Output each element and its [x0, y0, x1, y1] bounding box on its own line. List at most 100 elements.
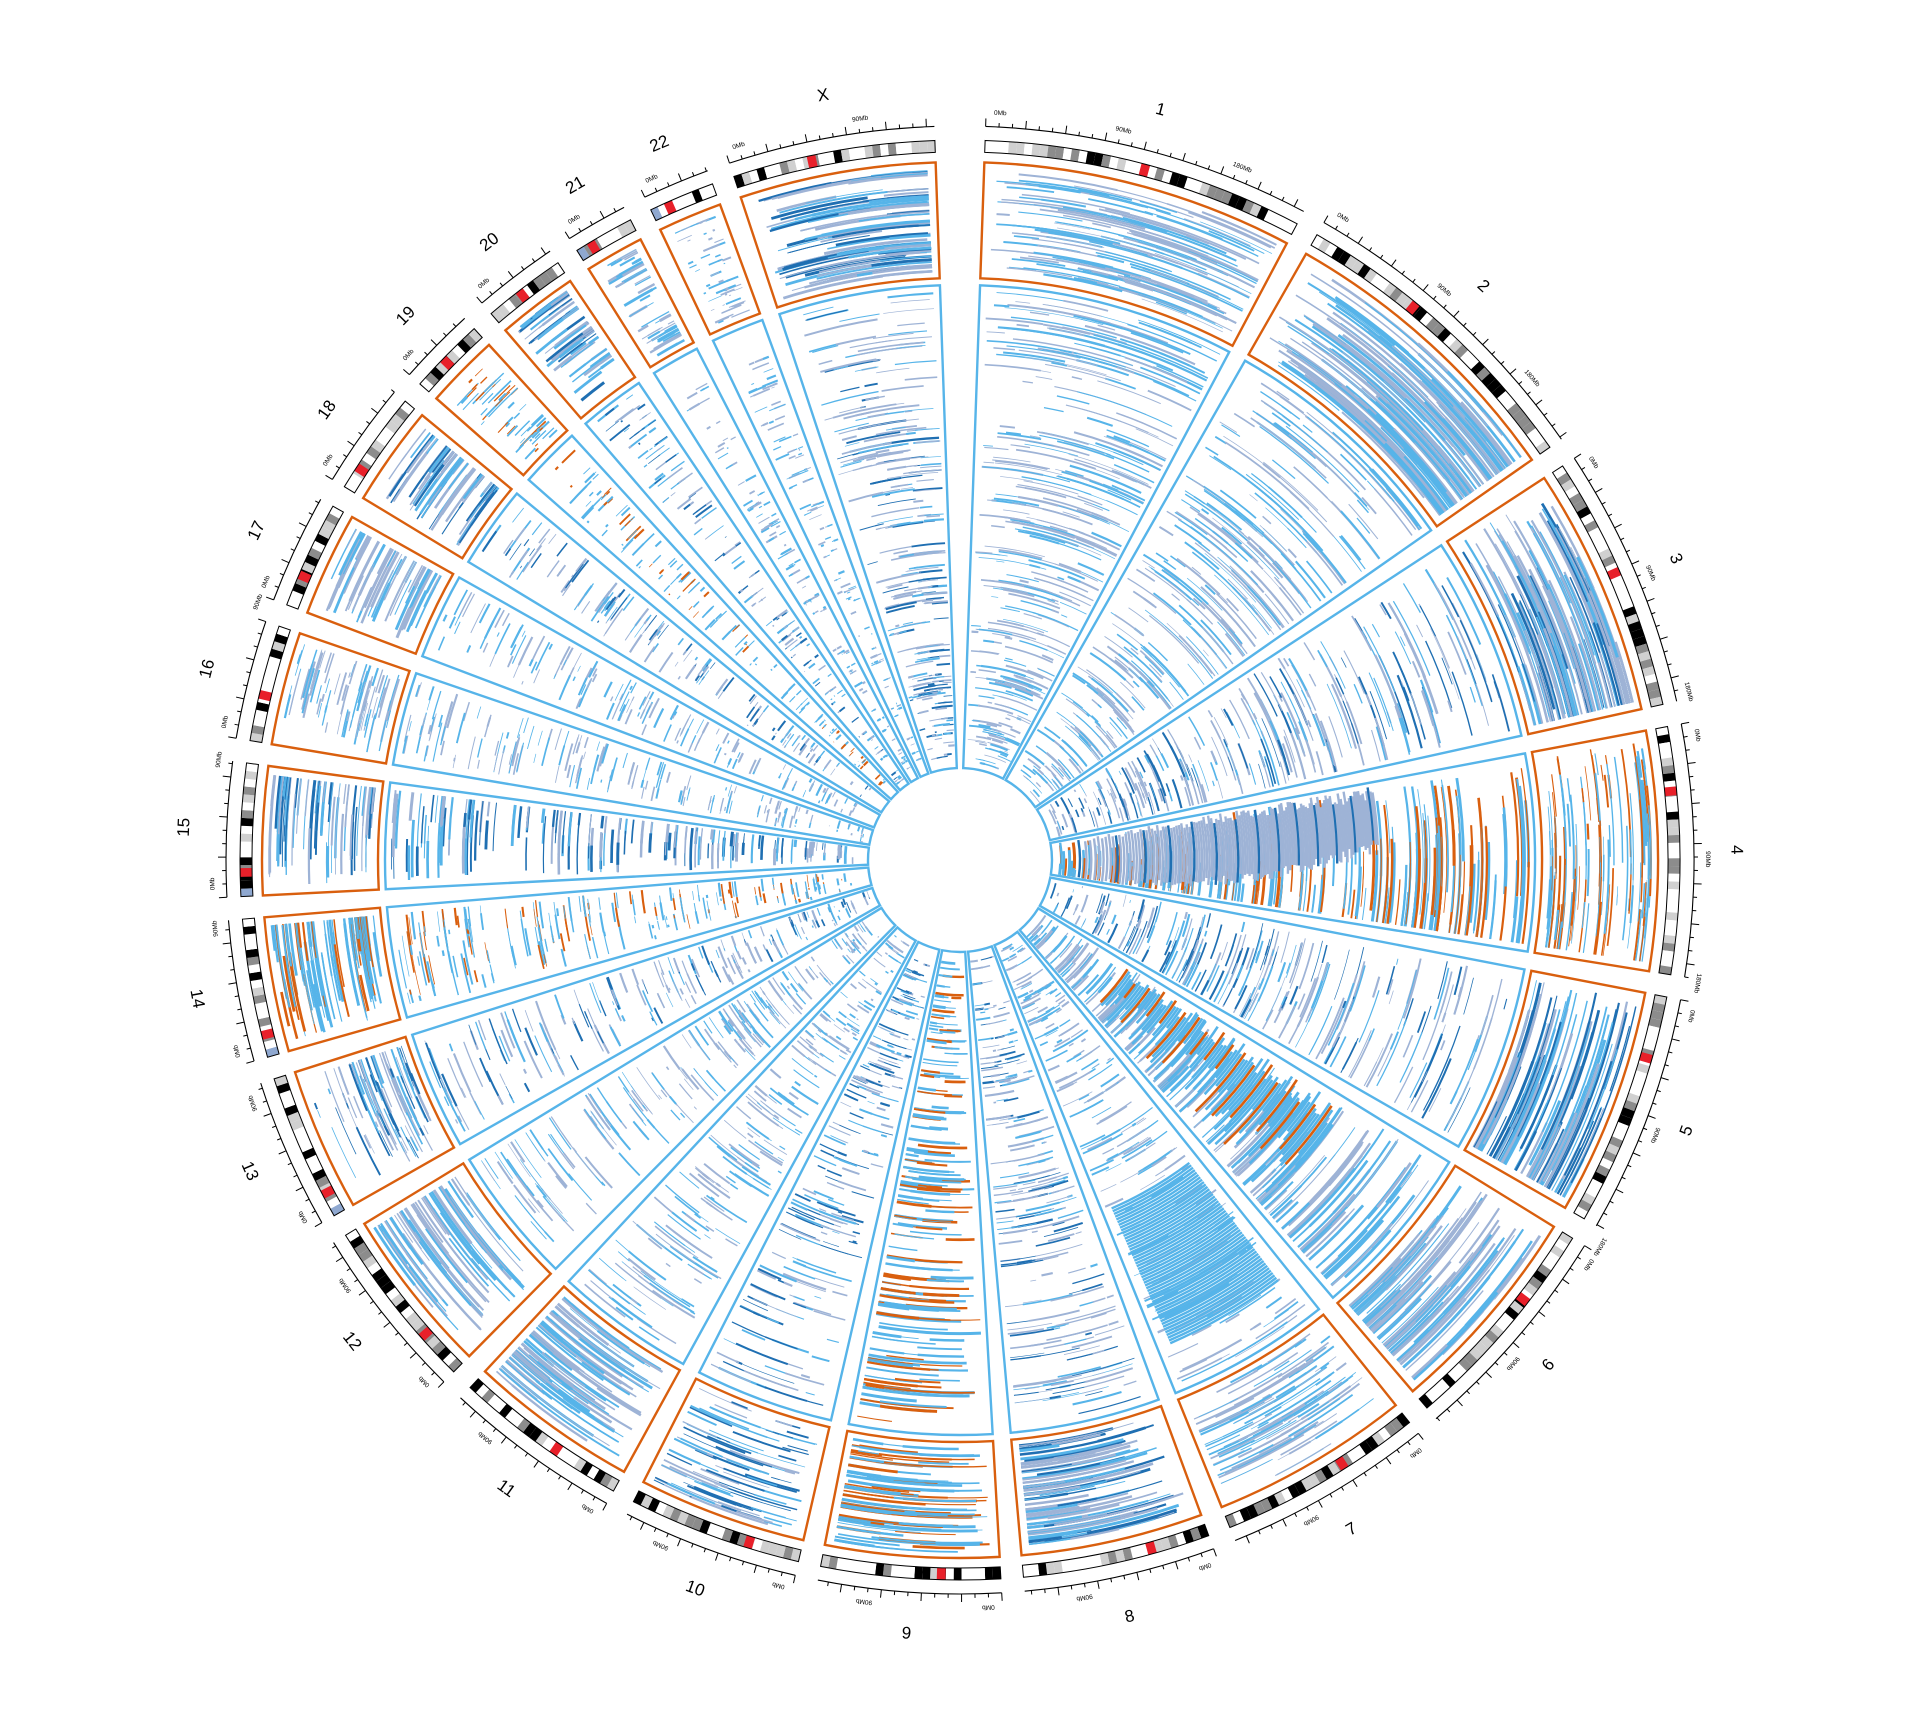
inner-track-mark: [1107, 489, 1132, 501]
inner-track-mark: [1307, 720, 1312, 728]
outer-track-mark: [1384, 442, 1445, 514]
inner-track-mark: [1451, 671, 1473, 736]
outer-track-mark: [1201, 210, 1247, 232]
inner-track-mark: [981, 465, 1044, 477]
inner-track-mark: [1118, 807, 1125, 822]
inner-track-mark: [1260, 811, 1268, 876]
inner-track-mark: [1402, 1034, 1414, 1058]
inner-track-mark: [938, 973, 953, 978]
inner-track-mark: [1137, 864, 1143, 887]
outer-track-mark: [1155, 301, 1187, 315]
outer-track-mark: [1594, 753, 1599, 776]
inner-track-mark: [1130, 332, 1184, 354]
inner-track-mark: [1207, 505, 1245, 535]
outer-track-mark: [1549, 632, 1578, 716]
inner-track-mark: [1097, 692, 1132, 729]
inner-track-mark: [1109, 788, 1117, 802]
inner-track-mark: [851, 1191, 875, 1199]
inner-track-mark: [1042, 348, 1108, 366]
inner-track-mark: [1253, 692, 1278, 742]
inner-track-mark: [1169, 795, 1173, 802]
inner-track-mark: [1108, 902, 1112, 907]
inner-track-mark: [1262, 1009, 1274, 1030]
inner-track-mark: [1411, 660, 1421, 678]
inner-track-mark: [1005, 1118, 1040, 1129]
inner-track-mark: [1142, 829, 1147, 883]
inner-track-mark: [1029, 311, 1050, 316]
inner-track-mark: [1070, 1353, 1093, 1360]
inner-track-mark: [1074, 869, 1077, 878]
inner-track-mark: [1510, 772, 1520, 897]
inner-track-mark: [1293, 466, 1328, 499]
inner-track-mark: [926, 1279, 965, 1283]
inner-track-mark: [1100, 1183, 1117, 1192]
inner-track-mark: [876, 951, 883, 957]
inner-track-mark: [1515, 898, 1524, 944]
inner-track-mark: [1184, 911, 1188, 920]
outer-track-mark: [1327, 302, 1503, 472]
inner-track-mark: [1306, 411, 1340, 440]
inner-track-mark: [1253, 880, 1259, 905]
outer-track-mark: [1052, 256, 1106, 269]
inner-track-mark: [706, 1194, 748, 1224]
inner-track-mark: [1306, 540, 1344, 586]
outer-track-mark: [1418, 379, 1501, 474]
inner-track-mark: [1334, 949, 1350, 1000]
inner-track-mark: [996, 1220, 1014, 1224]
inner-track-mark: [1004, 681, 1041, 697]
inner-track-mark: [993, 456, 1031, 463]
inner-track-mark: [1081, 1058, 1099, 1071]
outer-track-mark: [1566, 803, 1572, 847]
inner-track-mark: [993, 1190, 1024, 1197]
inner-track-mark: [1350, 889, 1356, 919]
outer-track-mark: [1318, 291, 1487, 442]
outer-track-mark: [1322, 1371, 1335, 1381]
inner-track-mark: [1066, 1052, 1082, 1063]
inner-track-mark: [917, 1086, 936, 1092]
inner-track-mark: [1017, 1110, 1040, 1119]
inner-track-mark: [1139, 829, 1145, 882]
inner-track-mark: [1074, 903, 1079, 911]
inner-track-mark: [984, 363, 1041, 372]
outer-track-mark: [1062, 206, 1155, 230]
inner-track-mark: [1175, 825, 1181, 884]
inner-track-mark: [1109, 865, 1114, 883]
inner-track-mark: [1004, 645, 1054, 664]
inner-track-mark: [1227, 756, 1234, 772]
inner-track-mark: [1400, 883, 1407, 926]
inner-track-mark: [1078, 1396, 1141, 1415]
inner-track-mark: [994, 702, 1011, 709]
inner-track-mark: [1015, 485, 1059, 496]
inner-track-mark: [1067, 575, 1081, 583]
inner-track-mark: [1353, 492, 1368, 508]
inner-track-mark: [1017, 484, 1094, 505]
inner-track-mark: [1264, 593, 1290, 625]
inner-track-mark: [825, 1069, 832, 1074]
inner-track-mark: [852, 1240, 857, 1244]
inner-track-mark: [1005, 605, 1056, 621]
inner-track-mark: [763, 1139, 788, 1155]
inner-track-mark: [1007, 1030, 1018, 1036]
outer-track-mark: [1312, 322, 1408, 399]
inner-track-mark: [1312, 714, 1326, 747]
inner-track-mark: [996, 1215, 1017, 1220]
outer-track-mark: [1556, 758, 1561, 775]
outer-track-mark: [1023, 267, 1121, 287]
inner-track-mark: [1214, 435, 1227, 445]
outer-track-mark: [1547, 866, 1552, 927]
outer-track-mark: [1546, 589, 1592, 713]
inner-track-mark: [1274, 422, 1313, 453]
inner-track-mark: [1020, 520, 1075, 537]
inner-track-mark: [1159, 830, 1164, 886]
inner-track-mark: [1430, 628, 1460, 700]
inner-track-mark: [1348, 503, 1379, 540]
outer-track-mark: [730, 1401, 748, 1410]
inner-track-mark: [1280, 509, 1306, 535]
inner-track-mark: [1106, 1294, 1114, 1299]
outer-track-mark: [1579, 576, 1625, 705]
inner-track-mark: [1447, 631, 1467, 675]
inner-track-mark: [1100, 807, 1107, 825]
inner-track-mark: [1489, 880, 1497, 940]
inner-track-mark: [782, 1272, 827, 1291]
outer-track-mark: [1171, 239, 1238, 267]
